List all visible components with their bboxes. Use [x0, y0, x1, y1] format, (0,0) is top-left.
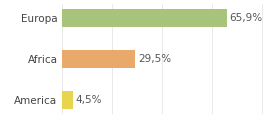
Text: 4,5%: 4,5%	[75, 95, 102, 105]
Bar	[62, 9, 227, 27]
Bar	[62, 50, 136, 68]
Bar	[62, 91, 73, 109]
Text: 29,5%: 29,5%	[138, 54, 171, 64]
Text: 65,9%: 65,9%	[229, 13, 262, 23]
